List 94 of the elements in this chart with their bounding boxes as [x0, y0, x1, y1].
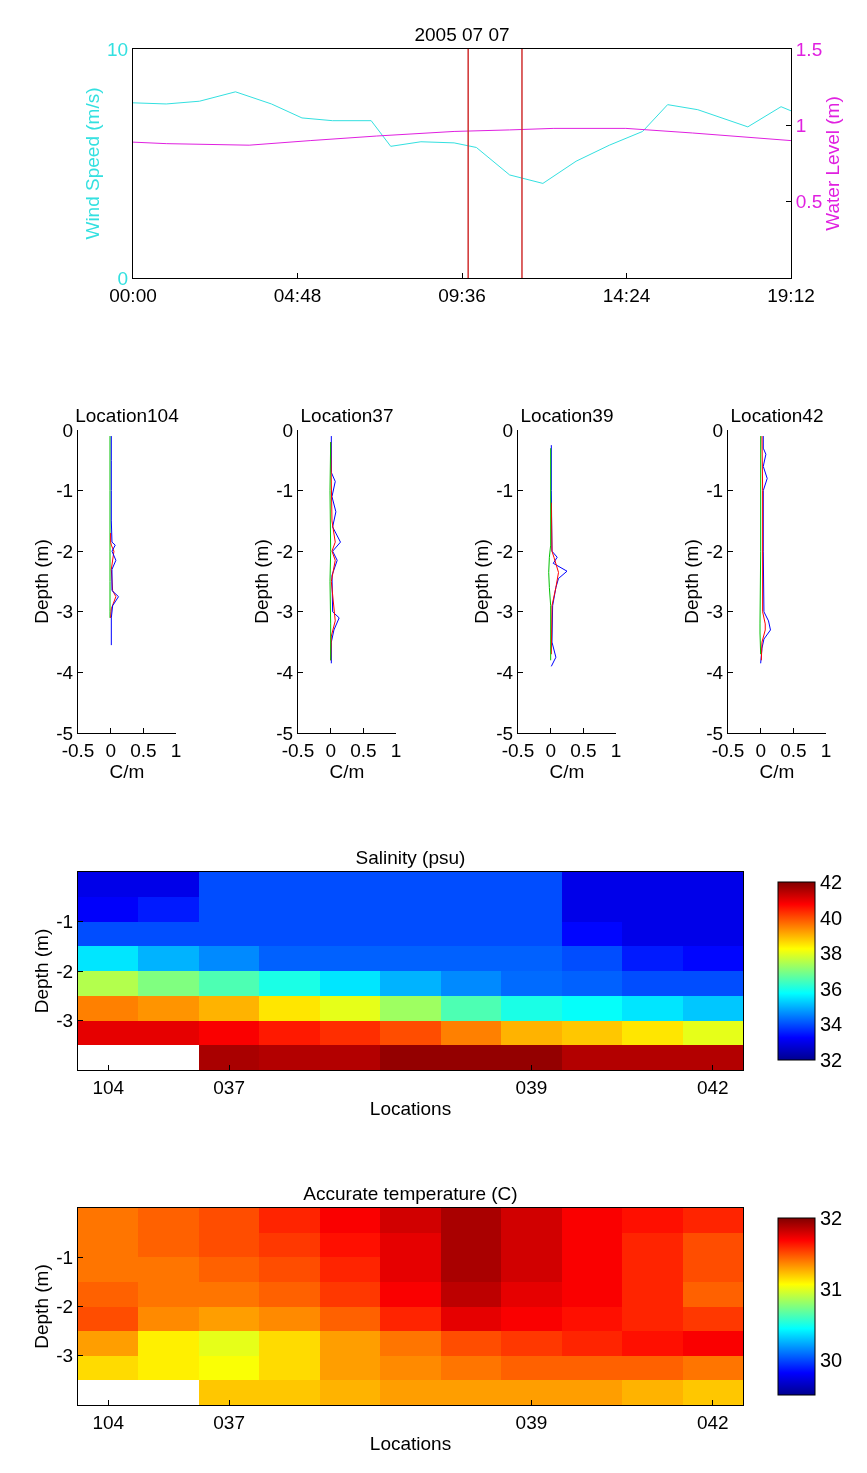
- y-tick-label: -2: [706, 540, 724, 562]
- x-tick-label: 0: [545, 739, 556, 761]
- y-tick-label: -2: [276, 540, 294, 562]
- y-tick-label: -1: [56, 911, 74, 933]
- x-tick-label: 1: [170, 739, 182, 761]
- chart-title: Location42: [730, 405, 824, 426]
- x-tick-label: 0.5: [780, 739, 807, 761]
- y-tick-label: -4: [56, 662, 74, 684]
- x-tick-label: 19:12: [767, 284, 815, 306]
- x-tick-label: 104: [92, 1411, 125, 1433]
- line-series: [133, 127, 791, 146]
- line-series: [329, 441, 332, 661]
- x-tick-label: 1: [610, 739, 622, 761]
- color-bar-label: 31: [820, 1277, 843, 1300]
- y-tick-label: -4: [706, 662, 724, 684]
- color-bar-label: 38: [820, 942, 843, 965]
- x-axis-title: C/m: [109, 760, 145, 782]
- y-tick-label: -3: [56, 601, 74, 623]
- y-axis-title: Depth (m): [471, 539, 493, 624]
- x-tick-label: 1: [390, 739, 402, 761]
- y-tick-label: 0: [502, 419, 514, 441]
- x-axis-title: C/m: [549, 760, 585, 782]
- y2-tick-label: 1.5: [795, 38, 823, 60]
- color-bar-label: 34: [820, 1013, 843, 1036]
- y-tick-label: -1: [276, 480, 294, 502]
- x-tick-label: 00:00: [109, 284, 157, 306]
- x-tick-label: 0: [755, 739, 766, 761]
- x-tick-label: 1: [820, 739, 832, 761]
- x-tick-label: 0.5: [570, 739, 597, 761]
- color-bar-label: 42: [820, 871, 843, 893]
- y2-tick-label: 0.5: [795, 191, 823, 213]
- color-bar-label: 32: [820, 1207, 843, 1229]
- y-tick-label: -1: [496, 480, 514, 502]
- x-axis-title: Locations: [369, 1432, 452, 1454]
- color-bar-label: 36: [820, 977, 843, 1000]
- y-tick-label: 0: [62, 419, 74, 441]
- y-axis-title: Depth (m): [31, 1264, 53, 1349]
- x-tick-label: 0: [325, 739, 336, 761]
- x-tick-label: 037: [213, 1411, 245, 1433]
- chart-title: 2005 07 07: [414, 24, 510, 45]
- x-tick-label: 104: [92, 1076, 125, 1098]
- x-tick-label: 037: [213, 1076, 245, 1098]
- y-tick-label: 0: [712, 419, 724, 441]
- y-tick-label: -4: [276, 662, 294, 684]
- y-tick-label: -3: [56, 1010, 74, 1032]
- x-tick-label: 09:36: [438, 284, 486, 306]
- x-tick-label: 042: [696, 1076, 729, 1098]
- y-axis-title: Wind Speed (m/s): [81, 87, 103, 240]
- y-tick-label: 10: [107, 38, 129, 60]
- y-tick-label: -3: [56, 1345, 74, 1367]
- x-tick-label: 039: [515, 1411, 548, 1433]
- x-tick-label: 0.5: [350, 739, 377, 761]
- color-bar-label: 30: [820, 1348, 843, 1371]
- y-tick-label: -3: [706, 601, 724, 623]
- x-tick-label: 04:48: [273, 284, 322, 306]
- y-tick-label: -1: [56, 1246, 74, 1268]
- y-tick-label: -3: [496, 601, 514, 623]
- y-tick-label: 0: [282, 419, 294, 441]
- y-tick-label: -1: [706, 480, 724, 502]
- y-tick-label: -1: [56, 480, 74, 502]
- line-series: [110, 435, 120, 646]
- y-axis-title: Depth (m): [251, 539, 273, 624]
- y-tick-label: -2: [56, 1296, 74, 1318]
- y-tick-label: -2: [496, 540, 514, 562]
- line-series: [548, 447, 552, 661]
- x-axis-title: Locations: [369, 1097, 452, 1119]
- chart-title: Accurate temperature (C): [303, 1183, 518, 1204]
- y-axis-title: Depth (m): [681, 539, 703, 624]
- y2-axis-title: Water Level (m): [822, 96, 844, 231]
- x-axis-title: C/m: [759, 760, 795, 782]
- y-tick-label: -4: [496, 662, 514, 684]
- line-series: [759, 435, 762, 655]
- line-series: [550, 502, 560, 655]
- chart-title: Salinity (psu): [355, 847, 466, 868]
- y-tick-label: -2: [56, 960, 74, 982]
- y-tick-label: -2: [56, 540, 74, 562]
- color-bar-label: 40: [820, 906, 843, 929]
- y2-tick-label: 1: [795, 114, 807, 136]
- y-axis-title: Depth (m): [31, 539, 53, 624]
- chart-title: Location37: [300, 405, 394, 426]
- x-axis-title: C/m: [329, 760, 365, 782]
- line-series: [133, 91, 791, 184]
- line-series: [760, 435, 771, 664]
- line-series: [760, 435, 766, 661]
- y-axis-title: Depth (m): [31, 928, 53, 1014]
- x-tick-label: 039: [515, 1076, 548, 1098]
- line-series: [109, 435, 111, 619]
- chart-title: Location104: [75, 405, 180, 426]
- y-tick-label: -3: [276, 601, 294, 623]
- chart-title: Location39: [520, 405, 614, 426]
- x-tick-label: 14:24: [602, 284, 651, 306]
- color-bar-label: 32: [820, 1049, 843, 1071]
- x-tick-label: 042: [696, 1411, 729, 1433]
- x-tick-label: 0.5: [130, 739, 157, 761]
